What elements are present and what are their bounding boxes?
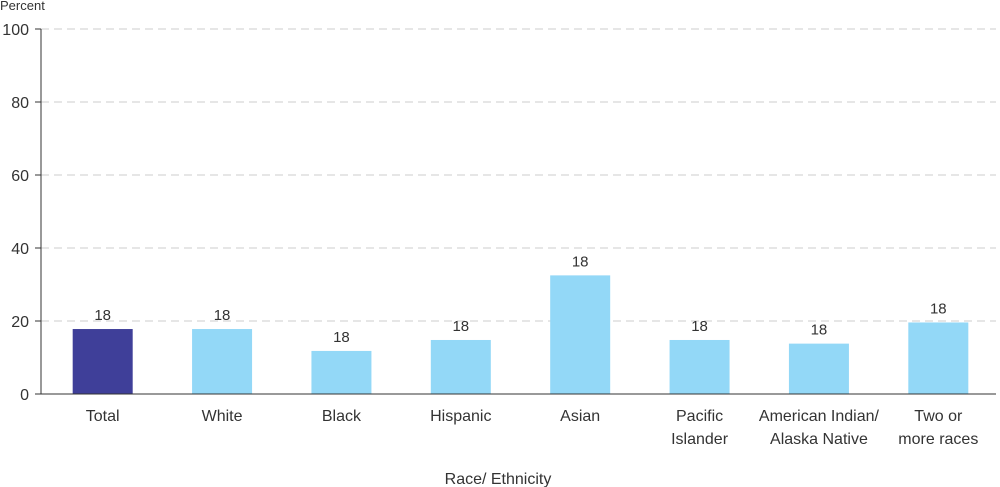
data-label: 18 [811,322,828,339]
data-labels: 18 18 18 18 18 18 18 18 [94,253,946,346]
data-label: 18 [214,307,231,324]
bar [311,350,372,394]
x-axis-title: Race/ Ethnicity [445,471,552,487]
bar [788,343,849,394]
y-tick-label: 60 [11,168,29,185]
data-label: 18 [94,307,111,324]
y-tick-label: 20 [11,314,29,331]
data-label: 18 [930,300,947,317]
category-label: Hispanic [430,408,491,425]
category-label: Black [322,408,362,425]
x-axis-labels: Total White Black Hispanic Asian Pacific Islan… [86,408,979,448]
data-label: 18 [452,318,469,335]
category-label: more races [898,431,978,448]
bar [430,339,491,394]
data-label: 18 [572,253,589,270]
data-label: 18 [691,318,708,335]
bar [550,275,611,394]
bar [192,329,253,394]
data-label: 18 [333,329,350,346]
category-label: Asian [560,408,600,425]
category-label: Pacific [676,408,723,425]
category-label: White [202,408,243,425]
y-axis-ticks: 0 20 40 60 80 100 [2,22,41,404]
y-tick-label: 0 [20,387,29,404]
category-label: Alaska Native [770,431,868,448]
bar [908,322,969,394]
y-tick-label: 40 [11,241,29,258]
category-label: Islander [671,431,729,448]
y-axis-title: Percent [0,0,45,13]
category-label: Two or [914,408,963,425]
category-label: Total [86,408,120,425]
gridlines [41,28,996,322]
bars [72,275,969,394]
bar [669,339,730,394]
y-tick-label: 80 [11,95,29,112]
y-tick-label: 100 [2,22,29,39]
bar [72,329,133,394]
category-label: American Indian/ [759,408,880,425]
